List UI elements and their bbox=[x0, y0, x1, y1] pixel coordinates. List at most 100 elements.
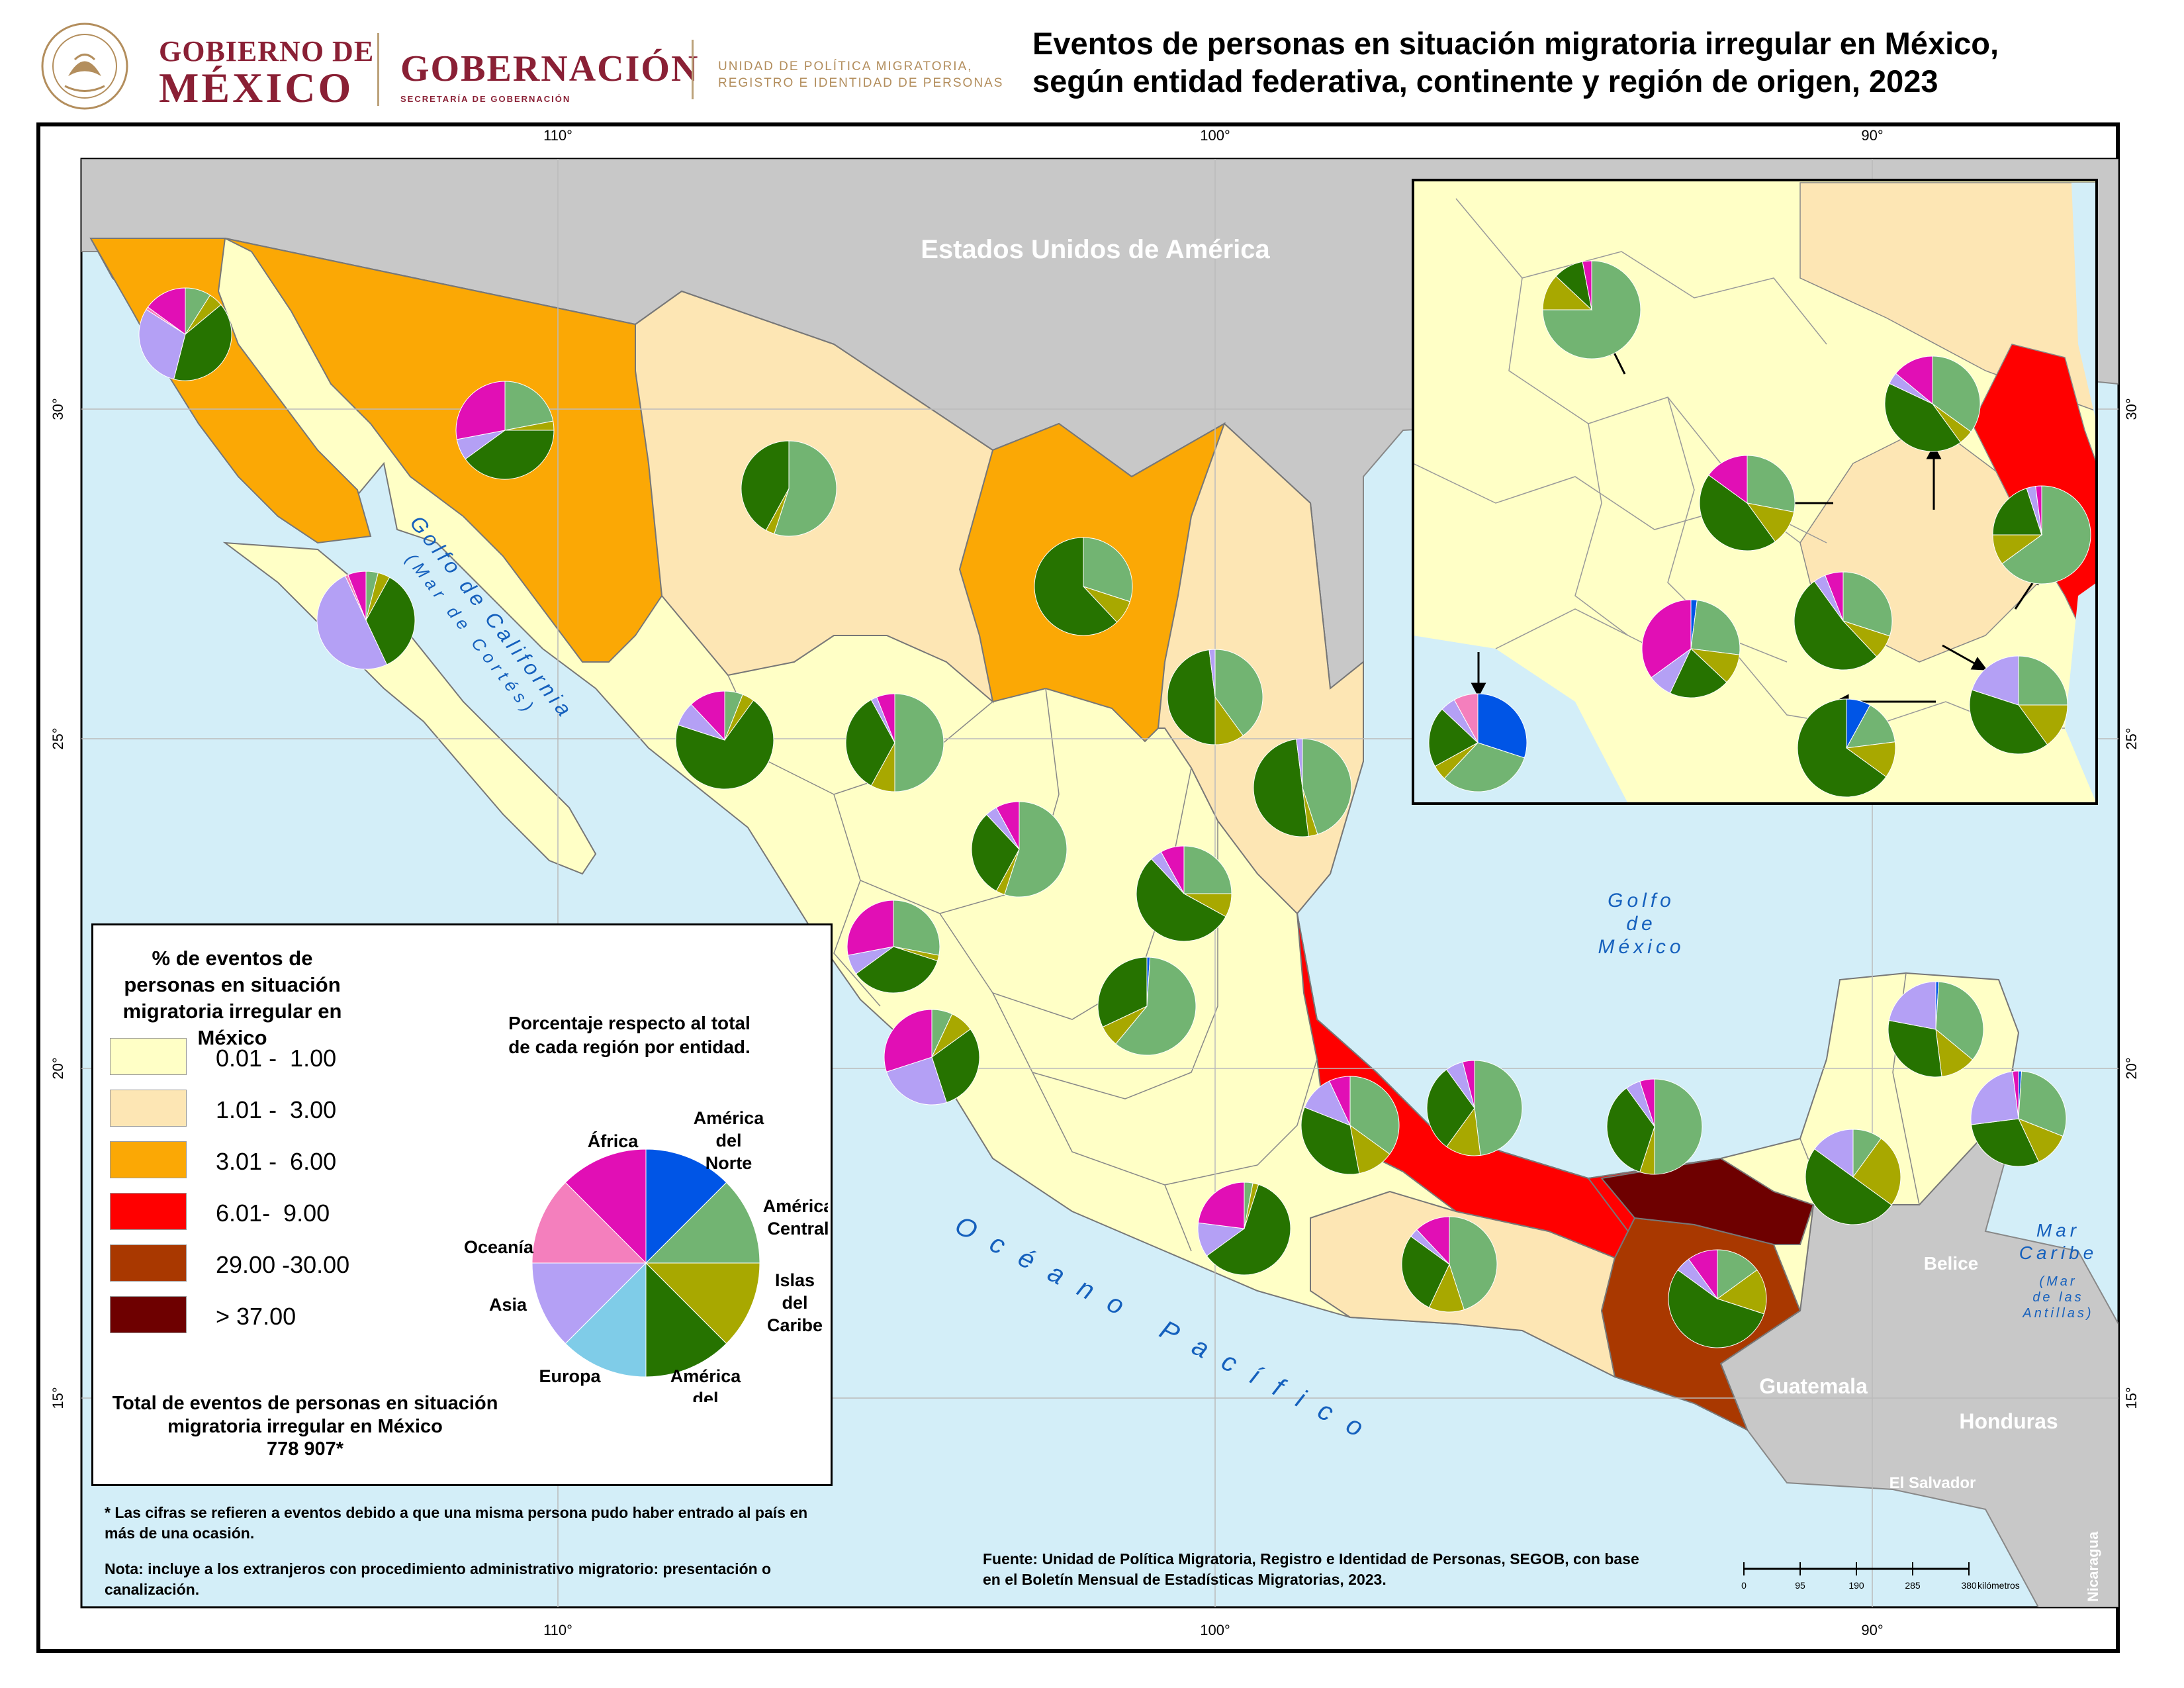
pie-1-slice-7 bbox=[455, 381, 506, 440]
pie-25-slice-3 bbox=[1699, 474, 1776, 551]
pie-campeche bbox=[1805, 1129, 1901, 1225]
pie-15-slice-7 bbox=[1328, 1076, 1351, 1126]
lon-label-top-100: 100° bbox=[1200, 127, 1230, 144]
unit-name-line2: REGISTRO E IDENTIDAD DE PERSONAS bbox=[718, 76, 1004, 90]
pie-nuevo-le-n bbox=[1167, 649, 1263, 745]
legend-pie-slice-4 bbox=[565, 1262, 647, 1378]
pie-3-slice-1 bbox=[774, 440, 837, 537]
pie-legend-label-sur: del bbox=[692, 1389, 718, 1402]
lat-label-right-30: 30° bbox=[2123, 398, 2140, 420]
pie-29-slice-5 bbox=[1971, 655, 2019, 706]
pie-puebla bbox=[1992, 485, 2091, 585]
legend-row: 1.01 - 3.00 bbox=[110, 1090, 414, 1129]
belice-label: Belice bbox=[1924, 1253, 1979, 1274]
pie-estado-de-m-xico bbox=[1794, 571, 1893, 671]
total-value: 778 907* bbox=[266, 1438, 344, 1460]
state-top-dark bbox=[1600, 1157, 1815, 1245]
legend-swatch bbox=[110, 1141, 187, 1178]
pie-19-slice-1 bbox=[1717, 1249, 1758, 1299]
pie-legend-label-norte: América del Norte bbox=[694, 1108, 765, 1173]
pie-17-slice-3 bbox=[1426, 1069, 1475, 1147]
lat-label-left-20: 20° bbox=[50, 1057, 66, 1079]
pie-michoac-n bbox=[1197, 1182, 1291, 1276]
pie-colima bbox=[1428, 693, 1527, 792]
pie-19-slice-7 bbox=[1688, 1249, 1718, 1300]
map-title-line1: Eventos de personas en situación migrato… bbox=[1032, 26, 1999, 61]
pie-29-slice-3 bbox=[1969, 689, 2048, 755]
nicaragua-label: Nicaragua bbox=[2085, 1531, 2101, 1602]
legend-pie-slice-5 bbox=[531, 1262, 647, 1344]
pie-ciudad-de-m-xico bbox=[1641, 599, 1741, 698]
pie-baja-california-sur bbox=[316, 571, 416, 670]
pie-12-slice-3 bbox=[1097, 957, 1148, 1028]
scale-tick-95: 95 bbox=[1795, 1580, 1805, 1591]
gov-line1: GOBIERNO DE bbox=[159, 35, 375, 68]
pie-13-slice-5 bbox=[886, 1056, 947, 1105]
pie-25-slice-7 bbox=[1708, 455, 1748, 504]
legend-box: % de eventos de personas en situación mi… bbox=[91, 923, 833, 1486]
pie-21-slice-3 bbox=[1888, 1019, 1942, 1078]
pie-8-slice-7 bbox=[876, 693, 895, 743]
pie-0-slice-3 bbox=[173, 304, 232, 381]
pie-17-slice-1 bbox=[1474, 1060, 1523, 1156]
legend-label: 3.01 - 6.00 bbox=[216, 1148, 337, 1175]
pie-yucat-n bbox=[1888, 981, 1984, 1078]
pie-legend-label-caribe: Islas del Caribe bbox=[767, 1270, 823, 1335]
pie-27-slice-7 bbox=[1825, 571, 1844, 622]
pie-5-slice-1 bbox=[1214, 649, 1263, 736]
legend-pie-slice-7 bbox=[565, 1149, 647, 1264]
pie-13-slice-7 bbox=[884, 1009, 933, 1072]
pie-9-slice-1 bbox=[1004, 801, 1068, 898]
lat-label-right-25: 25° bbox=[2123, 727, 2140, 749]
pie-6-slice-3 bbox=[1253, 739, 1309, 837]
gov-line2: MÉXICO bbox=[159, 64, 354, 111]
legend-row: 3.01 - 6.00 bbox=[110, 1141, 414, 1181]
mar-antillas-label-2: de las bbox=[2032, 1290, 2083, 1305]
pie-aguascalientes bbox=[1542, 260, 1641, 359]
pie-quer-taro bbox=[1097, 957, 1197, 1056]
pie-28-slice-7 bbox=[1641, 599, 1692, 679]
legend-title: % de eventos de personas en situación mi… bbox=[122, 947, 342, 1049]
lon-label-bottom-100: 100° bbox=[1200, 1622, 1230, 1638]
pie-10-slice-3 bbox=[1136, 858, 1226, 942]
pie-26-slice-7 bbox=[2035, 485, 2042, 536]
pie-3-slice-3 bbox=[741, 440, 790, 531]
pie-11-slice-3 bbox=[855, 946, 938, 994]
pie-legend-label-norte: del bbox=[715, 1131, 741, 1150]
pie-2-slice-3 bbox=[365, 577, 416, 665]
legend-pie-slice-1 bbox=[645, 1182, 760, 1264]
mar-antillas-label-3: Antillas) bbox=[2022, 1306, 2093, 1321]
pie-tabasco bbox=[1606, 1078, 1703, 1175]
pie-29-slice-1 bbox=[2018, 655, 2068, 706]
pie-9-slice-3 bbox=[971, 814, 1020, 892]
legend-row: 0.01 - 1.00 bbox=[110, 1038, 414, 1078]
guatemala-label: Guatemala bbox=[1759, 1374, 1868, 1398]
pie-25-slice-1 bbox=[1747, 455, 1796, 513]
pie-30-slice-0 bbox=[1477, 693, 1527, 759]
pie-30-slice-3 bbox=[1428, 708, 1479, 767]
pie-4-slice-1 bbox=[1083, 537, 1133, 602]
legend-label: 1.01 - 3.00 bbox=[216, 1096, 337, 1123]
pie-jalisco bbox=[884, 1009, 980, 1105]
legend-row: > 37.00 bbox=[110, 1296, 414, 1336]
pie-26-slice-1 bbox=[2001, 485, 2091, 585]
pie-1-slice-3 bbox=[465, 430, 555, 480]
golfo-mexico-label-2: de bbox=[1626, 913, 1656, 935]
lat-label-left-30: 30° bbox=[50, 398, 66, 420]
pie-31-slice-3 bbox=[1797, 698, 1887, 798]
pie-26-slice-3 bbox=[1992, 487, 2042, 536]
pie-10-slice-7 bbox=[1160, 845, 1185, 894]
pie-5-slice-3 bbox=[1167, 649, 1216, 745]
pie-legend-label-central: América Central bbox=[763, 1196, 828, 1239]
pie-legend: África Oceanía Asia Europa América del Nor… bbox=[464, 1108, 828, 1402]
scale-tick-0: 0 bbox=[1741, 1580, 1747, 1591]
pie-28-slice-1 bbox=[1690, 600, 1741, 655]
pie-20-slice-3 bbox=[1805, 1148, 1892, 1225]
pie-14-slice-3 bbox=[1206, 1184, 1291, 1276]
scale-tick-285: 285 bbox=[1905, 1580, 1921, 1591]
pie-23-slice-1 bbox=[1542, 260, 1641, 359]
pie-legend-label-asia: Asia bbox=[489, 1295, 527, 1315]
scale-tick-190: 190 bbox=[1848, 1580, 1864, 1591]
mar-antillas-label-1: (Mar bbox=[2039, 1274, 2077, 1289]
